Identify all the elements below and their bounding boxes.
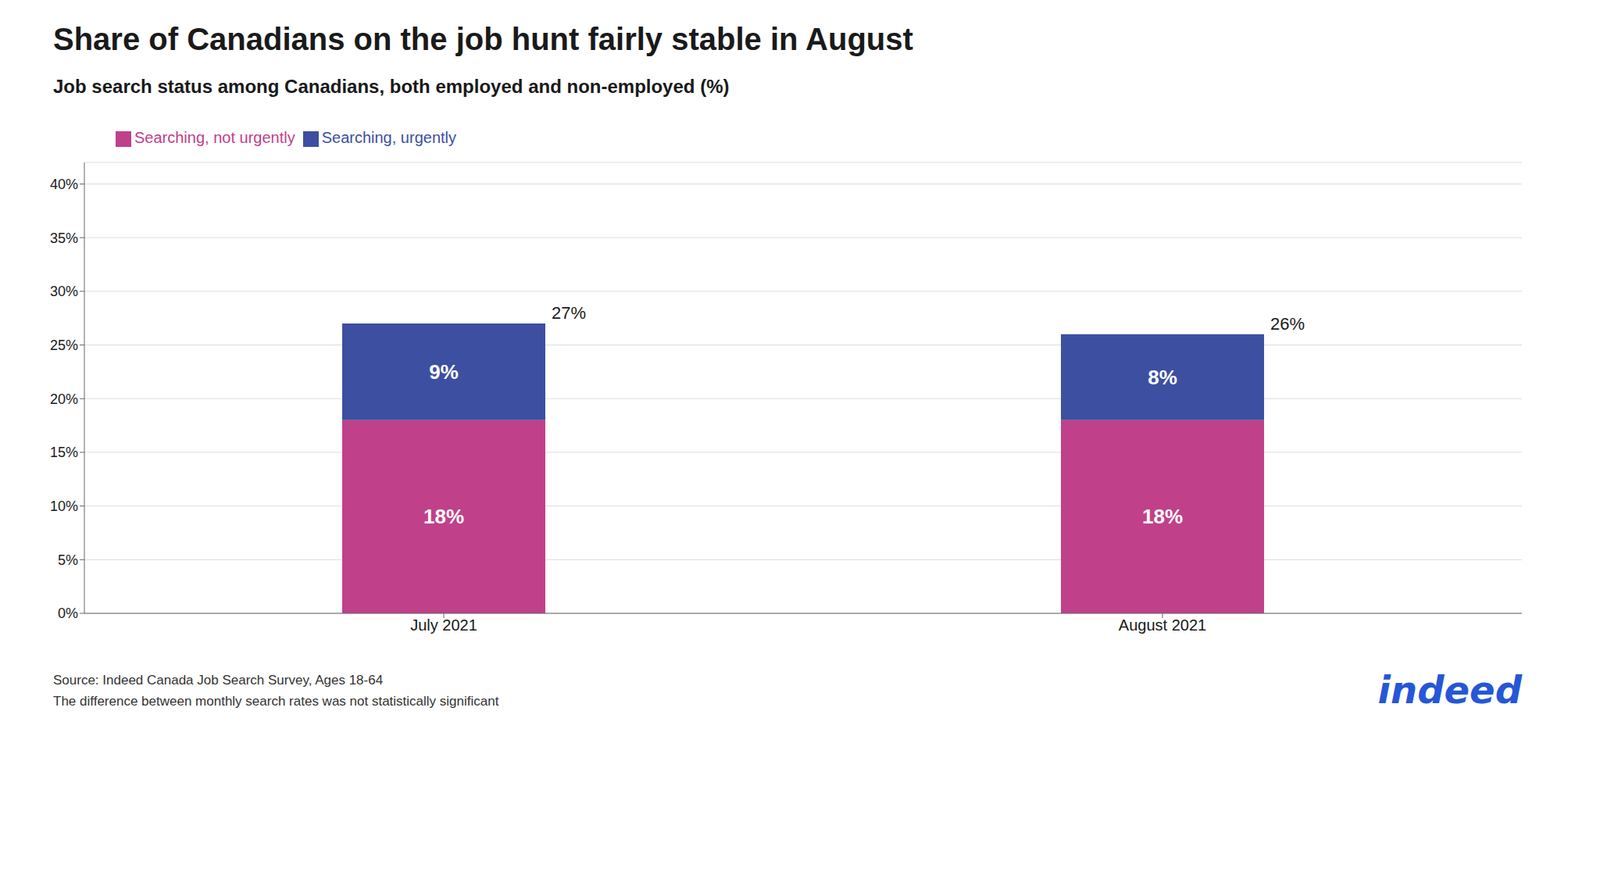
html-text:Searching, not urgently: Searching, not urgently	[134, 128, 296, 147]
html-text:Searching, urgently: Searching, urgently	[321, 128, 457, 147]
svg-text:8%: 8%	[1147, 365, 1178, 390]
svg-text:18%: 18%	[1142, 504, 1183, 529]
svg-text:5%: 5%	[57, 552, 79, 568]
html-text:The difference between monthly: The difference between monthly search ra…	[53, 693, 499, 709]
svg-text:15%: 15%	[50, 444, 79, 461]
svg-text:26%: 26%	[1270, 314, 1305, 334]
svg-text:27%: 27%	[551, 303, 586, 323]
html-text:indeed: indeed	[1377, 667, 1522, 712]
html-text:Job search status among Canadi: Job search status among Canadians, both …	[53, 75, 730, 97]
svg-text:40%: 40%	[50, 176, 79, 193]
svg-text:18%: 18%	[423, 504, 465, 529]
svg-text:July 2021: July 2021	[410, 616, 478, 634]
svg-text:20%: 20%	[50, 391, 79, 408]
svg-text:9%: 9%	[428, 360, 459, 384]
svg-text:August 2021: August 2021	[1118, 616, 1207, 634]
svg-text:35%: 35%	[50, 230, 79, 247]
html-text:Share of Canadians on the job: Share of Canadians on the job hunt fairl…	[53, 21, 914, 57]
html-text:Source: Indeed Canada Job Sear: Source: Indeed Canada Job Search Survey,…	[53, 672, 383, 688]
svg-text:0%: 0%	[57, 605, 79, 622]
svg-text:30%: 30%	[50, 283, 79, 300]
svg-text:25%: 25%	[50, 337, 79, 354]
svg-text:10%: 10%	[50, 498, 79, 515]
